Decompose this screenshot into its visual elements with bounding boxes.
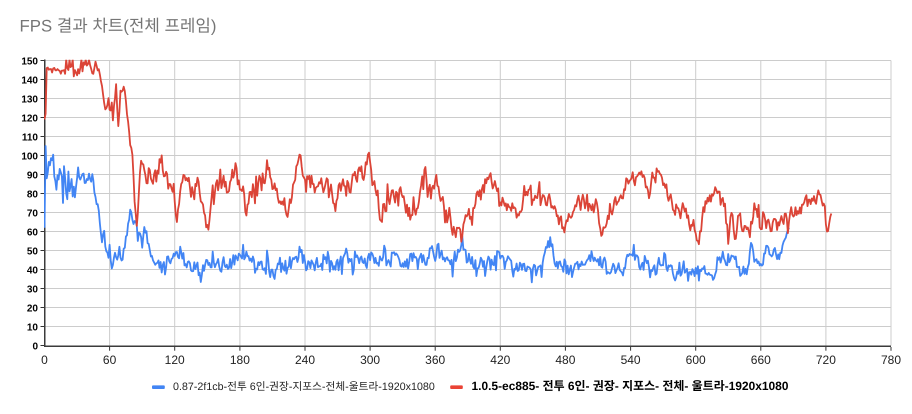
svg-text:40: 40 (27, 266, 39, 277)
svg-text:780: 780 (881, 353, 901, 367)
svg-text:110: 110 (22, 133, 39, 144)
svg-text:50: 50 (27, 247, 39, 258)
svg-text:240: 240 (295, 353, 315, 367)
svg-text:360: 360 (425, 353, 445, 367)
svg-text:540: 540 (621, 353, 641, 367)
svg-text:150: 150 (21, 57, 38, 68)
svg-text:120: 120 (21, 114, 38, 125)
svg-text:60: 60 (27, 228, 39, 239)
svg-text:100: 100 (21, 152, 38, 163)
svg-text:720: 720 (816, 353, 836, 367)
svg-text:0: 0 (41, 353, 48, 367)
svg-text:80: 80 (27, 190, 39, 201)
svg-text:120: 120 (165, 353, 185, 367)
svg-text:660: 660 (751, 353, 771, 367)
svg-text:20: 20 (27, 304, 39, 315)
svg-text:60: 60 (103, 353, 117, 367)
svg-text:0: 0 (32, 342, 38, 353)
svg-text:420: 420 (490, 353, 510, 367)
svg-text:140: 140 (21, 76, 38, 87)
svg-text:70: 70 (27, 209, 39, 220)
svg-text:130: 130 (21, 95, 38, 106)
svg-text:180: 180 (230, 353, 250, 367)
svg-text:480: 480 (555, 353, 575, 367)
svg-text:300: 300 (360, 353, 380, 367)
svg-text:30: 30 (27, 285, 39, 296)
svg-text:90: 90 (27, 171, 39, 182)
svg-text:10: 10 (27, 323, 39, 334)
svg-text:600: 600 (686, 353, 706, 367)
